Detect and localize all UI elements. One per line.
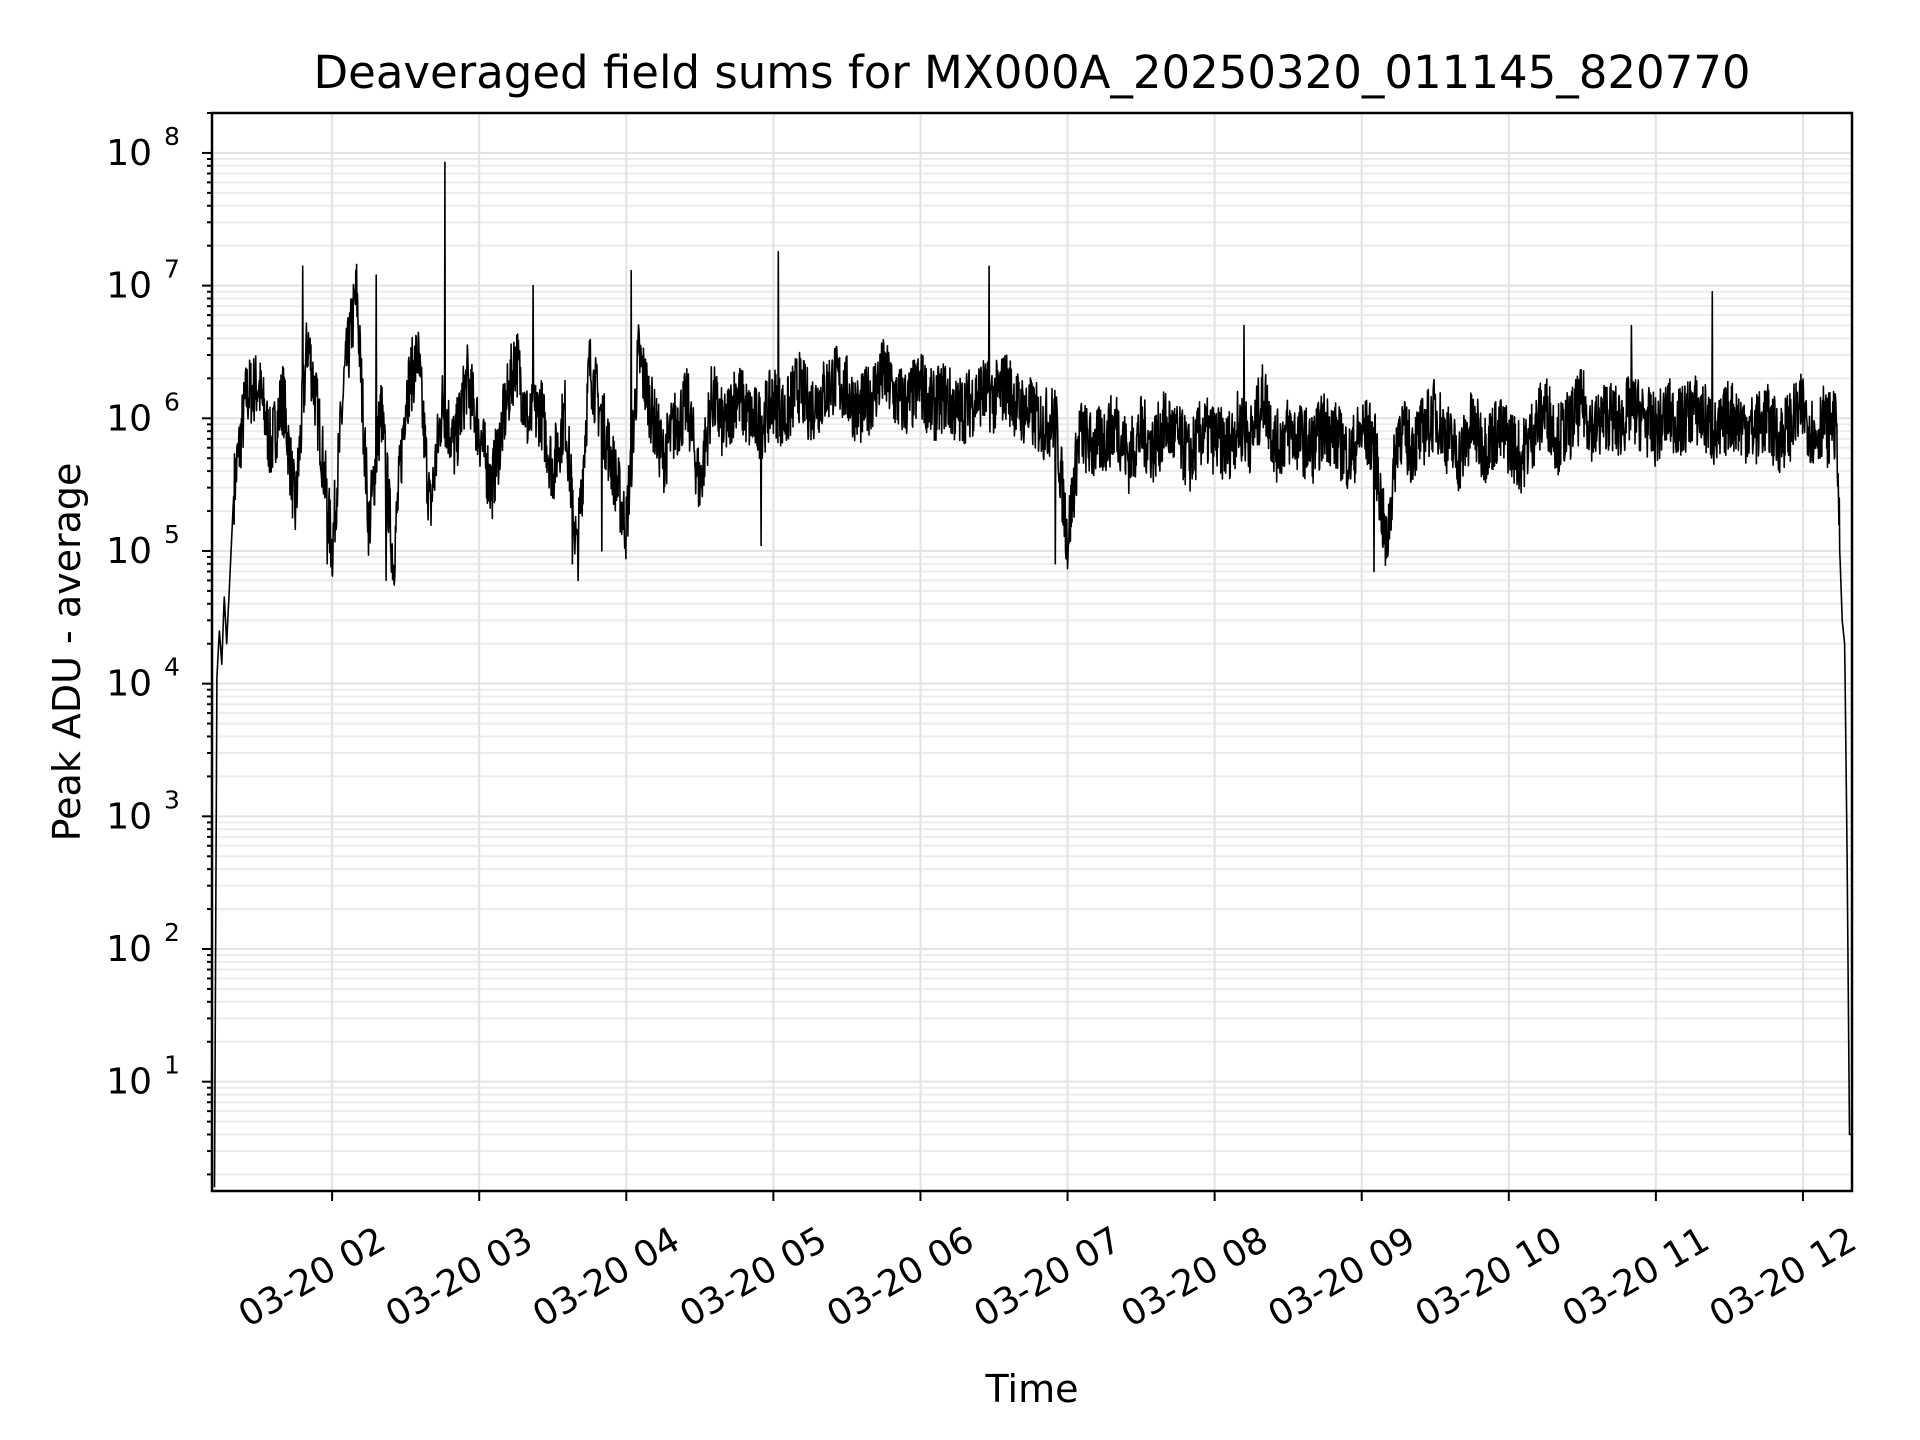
y-tick-base: 10 xyxy=(106,796,152,837)
y-tick-base: 10 xyxy=(106,1062,152,1103)
y-axis: 10 1 10 2 10 3 10 4 10 5 10 6 10 7 10 8 xyxy=(106,112,212,1176)
y-tick-base: 10 xyxy=(106,398,152,439)
plot-frame xyxy=(210,111,1854,1193)
y-tick-exponent: 4 xyxy=(164,653,180,682)
grid xyxy=(212,112,1852,1191)
y-tick-base: 10 xyxy=(106,929,152,970)
y-tick-exponent: 2 xyxy=(164,918,180,947)
y-tick-label: 10 xyxy=(106,133,152,174)
y-tick-label: 10 xyxy=(106,266,152,307)
y-tick-exponent: 6 xyxy=(164,387,180,416)
y-tick-label: 10 xyxy=(106,796,152,837)
y-tick-label: 10 xyxy=(106,531,152,572)
x-tick-label: 03-20 02 xyxy=(232,1219,393,1335)
x-tick-label: 03-20 05 xyxy=(673,1219,834,1335)
x-tick-label: 03-20 04 xyxy=(526,1219,687,1335)
y-tick-exponent: 7 xyxy=(164,255,180,284)
y-tick-base: 10 xyxy=(106,664,152,705)
y-tick-exponent: 5 xyxy=(164,520,180,549)
x-tick-label: 03-20 03 xyxy=(379,1219,540,1335)
y-tick-label: 10 xyxy=(106,1062,152,1103)
x-tick-label: 03-20 07 xyxy=(967,1219,1128,1335)
y-tick-label: 10 xyxy=(106,398,152,439)
chart-title: Deaveraged field sums for MX000A_2025032… xyxy=(314,46,1751,99)
y-axis-label: Peak ADU - average xyxy=(45,463,89,842)
y-tick-base: 10 xyxy=(106,133,152,174)
x-tick-label: 03-20 09 xyxy=(1262,1219,1423,1335)
x-tick-label: 03-20 10 xyxy=(1409,1219,1570,1335)
x-tick-label: 03-20 12 xyxy=(1703,1219,1864,1335)
y-tick-exponent: 3 xyxy=(164,785,180,814)
y-tick-exponent: 8 xyxy=(164,122,180,151)
x-tick-label: 03-20 11 xyxy=(1556,1219,1717,1335)
y-tick-base: 10 xyxy=(106,531,152,572)
y-tick-label: 10 xyxy=(106,929,152,970)
x-axis-label: Time xyxy=(985,1367,1079,1411)
series-line xyxy=(213,161,1853,1188)
y-tick-exponent: 1 xyxy=(164,1051,180,1080)
x-tick-label: 03-20 08 xyxy=(1114,1219,1275,1335)
y-tick-label: 10 xyxy=(106,664,152,705)
x-tick-label: 03-20 06 xyxy=(820,1219,981,1335)
plot-area xyxy=(213,161,1853,1188)
y-tick-base: 10 xyxy=(106,266,152,307)
